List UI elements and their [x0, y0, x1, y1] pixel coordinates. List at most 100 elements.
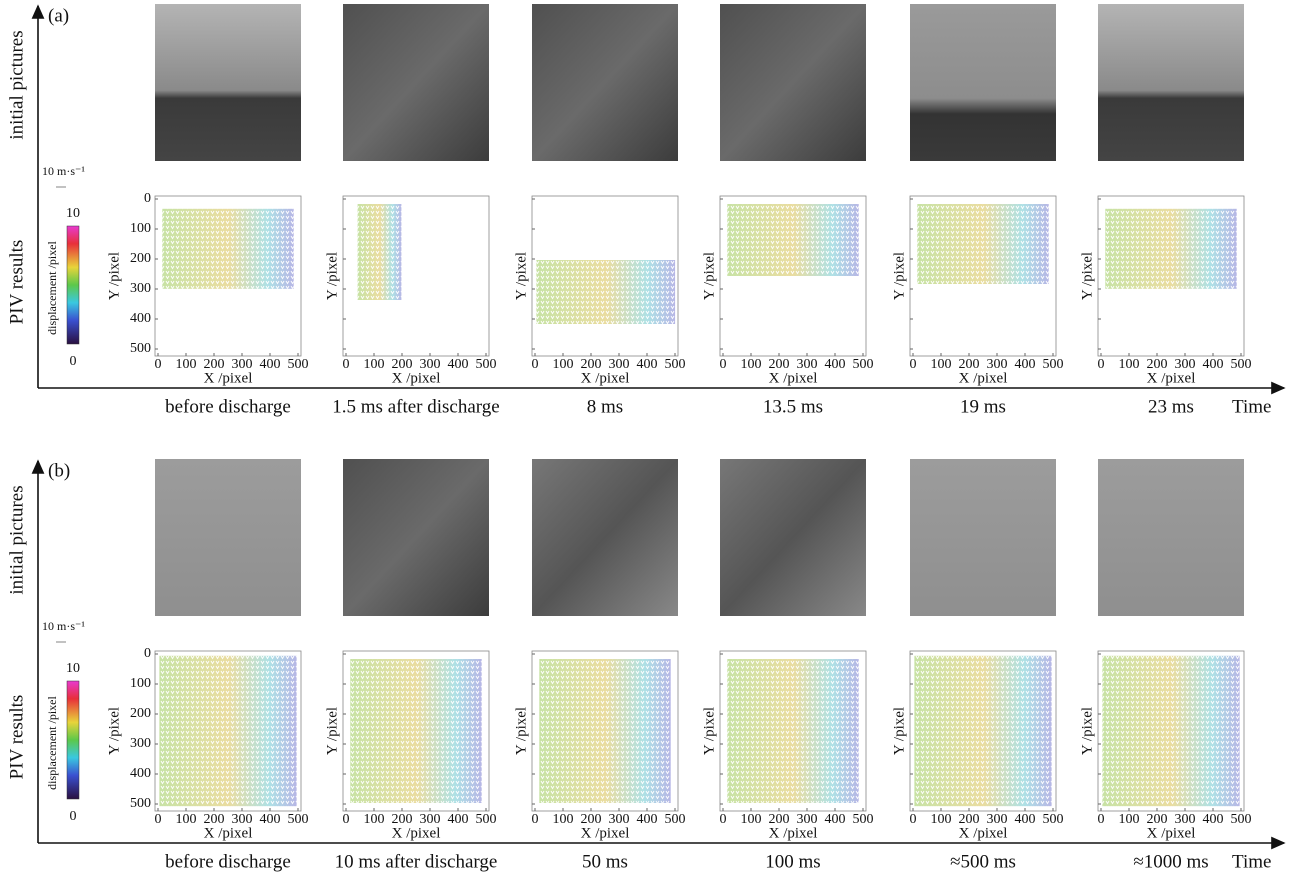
x-tick-label: 400 [825, 357, 846, 372]
vector-field-texture [917, 204, 1048, 284]
initial-picture [343, 4, 489, 161]
x-tick-label: 500 [288, 812, 309, 827]
initial-picture [343, 459, 489, 616]
vector-field-texture [1102, 656, 1239, 806]
x-tick-label: 400 [1203, 812, 1224, 827]
colorbar-title: displacement /pixel [45, 241, 59, 335]
y-tick-label: 500 [130, 796, 151, 811]
y-axis-label: Y /pixel [891, 252, 907, 300]
y-tick-label: 500 [130, 341, 151, 356]
x-axis-label: X /pixel [769, 825, 818, 841]
x-tick-label: 500 [1043, 812, 1064, 827]
x-axis-label: X /pixel [204, 370, 253, 386]
time-label: 13.5 ms [763, 396, 823, 417]
vector-field-texture [358, 204, 402, 300]
y-axis-label: Y /pixel [324, 707, 340, 755]
y-tick-label: 300 [130, 281, 151, 296]
colorbar [67, 226, 79, 344]
x-tick-label: 500 [1231, 812, 1252, 827]
x-tick-label: 400 [637, 812, 658, 827]
x-tick-label: 0 [155, 357, 162, 372]
y-axis-label: Y /pixel [106, 252, 122, 300]
time-label: 8 ms [587, 396, 623, 417]
x-tick-label: 400 [1015, 357, 1036, 372]
x-tick-label: 0 [910, 812, 917, 827]
time-label: 50 ms [582, 851, 628, 872]
y-tick-label: 300 [130, 736, 151, 751]
x-tick-label: 0 [532, 812, 539, 827]
row-label: initial pictures [6, 30, 27, 139]
x-tick-label: 400 [1015, 812, 1036, 827]
vector-field-texture [727, 204, 858, 276]
x-axis-label: X /pixel [392, 370, 441, 386]
x-tick-label: 500 [288, 357, 309, 372]
time-label: 23 ms [1148, 396, 1194, 417]
row-label: PIV results [6, 240, 27, 325]
x-tick-label: 100 [1119, 357, 1140, 372]
x-tick-label: 100 [364, 357, 385, 372]
x-tick-label: 0 [155, 812, 162, 827]
vector-field-texture [159, 656, 296, 806]
time-label: 10 ms after discharge [335, 851, 498, 872]
initial-picture [910, 459, 1056, 616]
x-axis-label: X /pixel [204, 825, 253, 841]
figure: (a) initial pictures PIV results 10 m·s⁻¹ 10… [0, 0, 1293, 880]
x-axis-label: X /pixel [959, 370, 1008, 386]
time-label: 100 ms [765, 851, 820, 872]
x-tick-label: 500 [665, 812, 686, 827]
x-tick-label: 500 [476, 357, 497, 372]
y-tick-label: 400 [130, 311, 151, 326]
initial-picture [155, 459, 301, 616]
vector-field-texture [1105, 209, 1236, 289]
x-tick-label: 500 [853, 357, 874, 372]
x-tick-label: 100 [176, 812, 197, 827]
x-tick-label: 100 [931, 812, 952, 827]
colorbar [67, 681, 79, 799]
x-tick-label: 500 [665, 357, 686, 372]
x-tick-label: 100 [931, 357, 952, 372]
initial-picture [720, 459, 866, 616]
x-tick-label: 100 [741, 357, 762, 372]
vector-field-texture [727, 659, 858, 803]
colorbar-title: displacement /pixel [45, 696, 59, 790]
initial-picture [910, 4, 1056, 161]
x-axis-label: X /pixel [1147, 370, 1196, 386]
scale-label: 10 m·s⁻¹ [42, 619, 85, 633]
vector-field-texture [539, 659, 670, 803]
vector-field-texture [914, 656, 1051, 806]
x-axis-label: X /pixel [392, 825, 441, 841]
x-axis-label: X /pixel [1147, 825, 1196, 841]
colorbar-max: 10 [66, 206, 80, 221]
panel-label: (a) [48, 5, 69, 26]
x-tick-label: 500 [1231, 357, 1252, 372]
colorbar-min: 0 [70, 809, 77, 824]
y-tick-label: 200 [130, 251, 151, 266]
y-axis-label: Y /pixel [1079, 252, 1095, 300]
x-tick-label: 100 [553, 357, 574, 372]
initial-picture [155, 4, 301, 161]
x-tick-label: 400 [260, 812, 281, 827]
y-axis-label: Y /pixel [891, 707, 907, 755]
x-tick-label: 0 [1098, 357, 1105, 372]
vector-field-texture [162, 209, 293, 289]
y-axis-label: Y /pixel [513, 707, 529, 755]
x-axis-label: X /pixel [769, 370, 818, 386]
time-label: 19 ms [960, 396, 1006, 417]
y-tick-label: 0 [144, 191, 151, 206]
x-tick-label: 100 [741, 812, 762, 827]
initial-picture [1098, 4, 1244, 161]
vector-field-texture [350, 659, 481, 803]
y-axis-label: Y /pixel [701, 707, 717, 755]
time-label: ≈1000 ms [1133, 851, 1208, 872]
colorbar-min: 0 [70, 354, 77, 369]
y-axis-label: Y /pixel [1079, 707, 1095, 755]
x-axis-label: X /pixel [581, 370, 630, 386]
vector-field-texture [536, 260, 675, 324]
x-tick-label: 400 [637, 357, 658, 372]
x-tick-label: 500 [1043, 357, 1064, 372]
panel: (a)initial picturesPIV results10 m·s⁻¹10… [6, 4, 1284, 417]
x-tick-label: 400 [260, 357, 281, 372]
time-label: 1.5 ms after discharge [332, 396, 499, 417]
time-label: ≈500 ms [950, 851, 1016, 872]
time-label: before discharge [165, 396, 291, 417]
